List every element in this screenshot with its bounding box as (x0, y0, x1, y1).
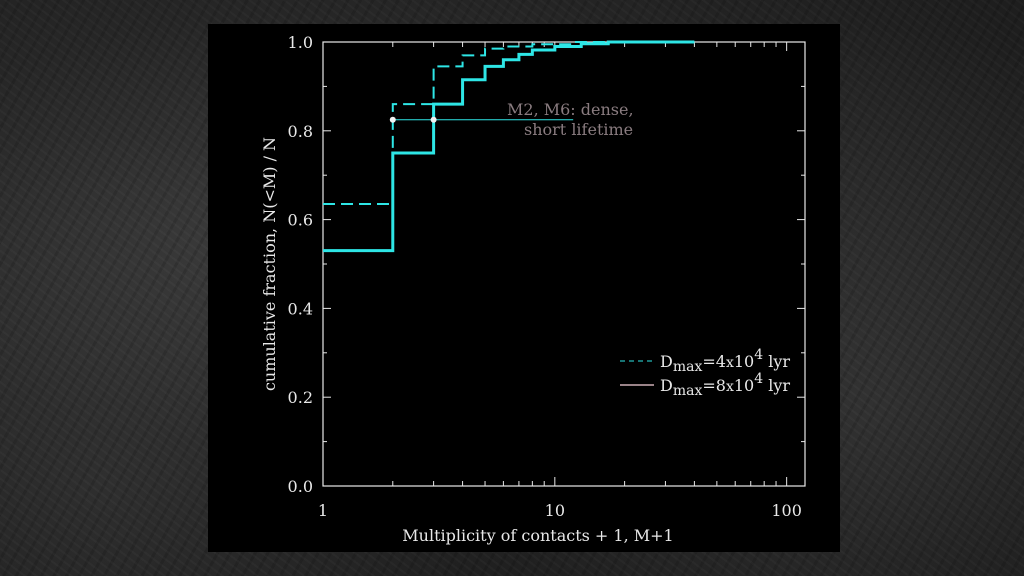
legend: Dmax=4x104 lyr Dmax=8x104 lyr (620, 347, 790, 399)
y-tick-label-2: 0.4 (288, 299, 313, 318)
y-axis-label: cumulative fraction, N(<M) / N (260, 137, 279, 391)
series-solid-line (323, 40, 695, 253)
legend-entry-2: Dmax=8x104 lyr (660, 371, 790, 399)
y-tick-label-0: 0.0 (288, 477, 313, 496)
annotation-marker-0 (389, 116, 396, 123)
cumulative-fraction-chart: 0.0 0.2 0.4 0.6 0.8 1.0 1 10 100 Multiplicity of… (260, 33, 806, 545)
y-tick-label-4: 0.8 (288, 122, 313, 141)
legend-entry-1: Dmax=4x104 lyr (660, 347, 790, 375)
annotation-line-2: short lifetime (524, 120, 633, 139)
x-tick-label-1: 10 (545, 501, 565, 520)
series-layer (323, 40, 695, 253)
annotation-line-1: M2, M6: dense, (507, 100, 634, 119)
annotation-layer (389, 116, 574, 123)
series-dashed-line (323, 41, 695, 206)
x-tick-label-2: 100 (771, 501, 802, 520)
axis-ticks: 0.0 0.2 0.4 0.6 0.8 1.0 1 10 100 (288, 33, 805, 520)
x-tick-label-0: 1 (318, 501, 328, 520)
y-tick-label-5: 1.0 (288, 33, 313, 52)
x-axis-label: Multiplicity of contacts + 1, M+1 (402, 526, 673, 545)
y-tick-label-3: 0.6 (288, 211, 313, 230)
chart-panel: 0.0 0.2 0.4 0.6 0.8 1.0 1 10 100 Multiplicity of… (208, 24, 840, 552)
y-tick-label-1: 0.2 (288, 388, 313, 407)
annotation-marker-1 (430, 116, 437, 123)
